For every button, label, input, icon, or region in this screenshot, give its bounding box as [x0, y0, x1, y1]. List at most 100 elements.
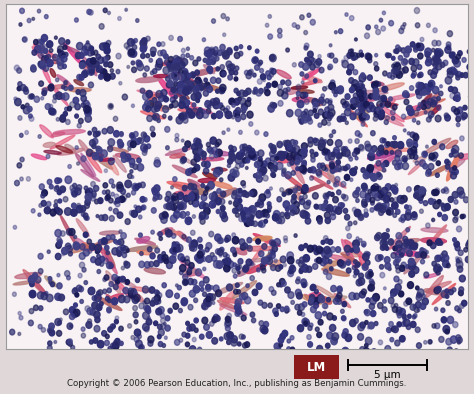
Circle shape	[131, 50, 137, 57]
Circle shape	[449, 168, 454, 173]
Circle shape	[122, 94, 128, 100]
Circle shape	[169, 256, 176, 263]
Circle shape	[173, 247, 177, 252]
Circle shape	[232, 192, 237, 199]
Circle shape	[242, 243, 248, 249]
Circle shape	[128, 147, 131, 151]
Ellipse shape	[215, 282, 243, 294]
Circle shape	[287, 256, 294, 264]
Circle shape	[199, 216, 203, 220]
Ellipse shape	[383, 98, 395, 105]
Circle shape	[189, 83, 194, 89]
Circle shape	[156, 91, 163, 98]
Circle shape	[341, 194, 346, 199]
Circle shape	[195, 70, 200, 75]
Ellipse shape	[13, 281, 35, 285]
Ellipse shape	[383, 147, 413, 151]
Circle shape	[57, 237, 62, 242]
Circle shape	[67, 106, 72, 111]
Circle shape	[108, 103, 113, 110]
Circle shape	[393, 49, 397, 53]
Circle shape	[143, 147, 147, 153]
Circle shape	[175, 86, 182, 93]
Ellipse shape	[191, 68, 220, 76]
Circle shape	[91, 58, 96, 64]
Circle shape	[203, 191, 208, 195]
Circle shape	[128, 141, 133, 147]
Ellipse shape	[191, 102, 200, 116]
Circle shape	[346, 268, 351, 273]
Ellipse shape	[154, 74, 170, 78]
Circle shape	[301, 81, 304, 84]
Circle shape	[229, 151, 233, 156]
Circle shape	[324, 200, 328, 204]
Circle shape	[199, 249, 205, 256]
Circle shape	[171, 204, 175, 209]
Circle shape	[241, 152, 244, 156]
Circle shape	[57, 178, 62, 183]
Circle shape	[325, 255, 328, 259]
Circle shape	[202, 155, 206, 160]
Circle shape	[363, 75, 366, 79]
Circle shape	[195, 269, 201, 276]
Circle shape	[266, 257, 273, 264]
Circle shape	[328, 109, 335, 116]
Circle shape	[196, 98, 200, 102]
Circle shape	[170, 65, 174, 71]
Circle shape	[94, 325, 100, 332]
Circle shape	[38, 53, 43, 58]
Circle shape	[55, 253, 61, 260]
Ellipse shape	[64, 43, 83, 65]
Ellipse shape	[108, 147, 128, 152]
Circle shape	[404, 301, 408, 306]
Circle shape	[134, 329, 141, 336]
Circle shape	[97, 340, 104, 348]
Ellipse shape	[253, 234, 280, 246]
Circle shape	[216, 249, 220, 254]
Circle shape	[358, 93, 363, 99]
Circle shape	[236, 203, 243, 211]
Circle shape	[114, 194, 119, 199]
Circle shape	[291, 198, 296, 204]
Circle shape	[229, 69, 234, 75]
Ellipse shape	[195, 69, 210, 75]
Circle shape	[206, 108, 211, 113]
Ellipse shape	[170, 154, 185, 158]
Circle shape	[368, 153, 373, 158]
Circle shape	[415, 253, 419, 258]
Circle shape	[188, 86, 192, 91]
Ellipse shape	[355, 111, 368, 118]
Circle shape	[365, 309, 370, 316]
Circle shape	[163, 212, 168, 219]
Circle shape	[365, 194, 371, 200]
Circle shape	[248, 148, 255, 155]
Circle shape	[166, 82, 172, 88]
Circle shape	[42, 88, 47, 93]
Circle shape	[157, 324, 162, 329]
Circle shape	[329, 82, 336, 90]
Circle shape	[304, 318, 307, 321]
Circle shape	[447, 264, 450, 268]
Circle shape	[328, 139, 333, 145]
Circle shape	[57, 58, 64, 65]
Circle shape	[361, 73, 365, 78]
Circle shape	[426, 169, 431, 174]
Circle shape	[406, 243, 411, 249]
Circle shape	[326, 343, 330, 348]
Circle shape	[342, 151, 346, 156]
Ellipse shape	[82, 243, 111, 255]
Circle shape	[374, 206, 378, 210]
Circle shape	[191, 241, 198, 247]
Ellipse shape	[302, 70, 314, 80]
Circle shape	[227, 333, 231, 337]
Circle shape	[385, 101, 391, 108]
Circle shape	[116, 277, 120, 281]
Circle shape	[230, 155, 236, 161]
Circle shape	[395, 150, 401, 157]
Circle shape	[118, 239, 124, 245]
Circle shape	[95, 317, 100, 323]
Circle shape	[344, 149, 350, 157]
Circle shape	[269, 72, 273, 77]
Circle shape	[287, 339, 291, 343]
Circle shape	[376, 203, 383, 210]
